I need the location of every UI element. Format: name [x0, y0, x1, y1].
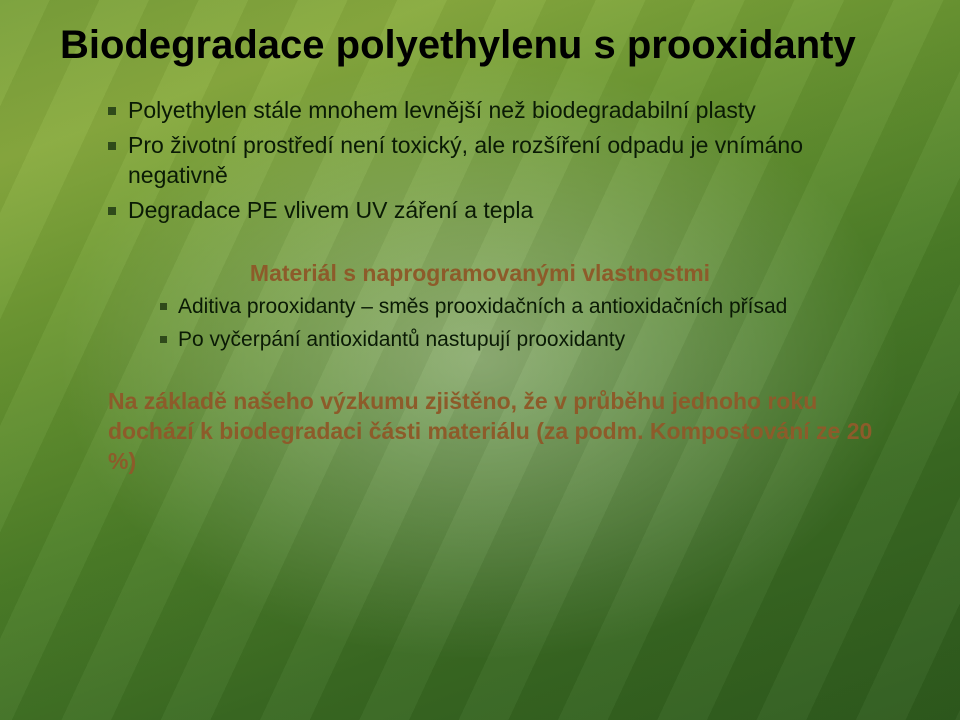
- bullet-list-top: Polyethylen stále mnohem levnější než bi…: [108, 96, 900, 226]
- conclusion-text: Na základě našeho výzkumu zjištěno, že v…: [108, 387, 900, 477]
- bullet-list-sub: Aditiva prooxidanty – směs prooxidačních…: [160, 293, 900, 354]
- slide: Biodegradace polyethylenu s prooxidanty …: [0, 0, 960, 720]
- list-item: Po vyčerpání antioxidantů nastupují proo…: [160, 326, 900, 353]
- list-item: Degradace PE vlivem UV záření a tepla: [108, 196, 900, 225]
- list-item: Polyethylen stále mnohem levnější než bi…: [108, 96, 900, 125]
- list-item: Aditiva prooxidanty – směs prooxidačních…: [160, 293, 900, 320]
- section-subheading: Materiál s naprogramovanými vlastnostmi: [60, 260, 900, 287]
- slide-title: Biodegradace polyethylenu s prooxidanty: [60, 22, 900, 68]
- list-item: Pro životní prostředí není toxický, ale …: [108, 131, 900, 190]
